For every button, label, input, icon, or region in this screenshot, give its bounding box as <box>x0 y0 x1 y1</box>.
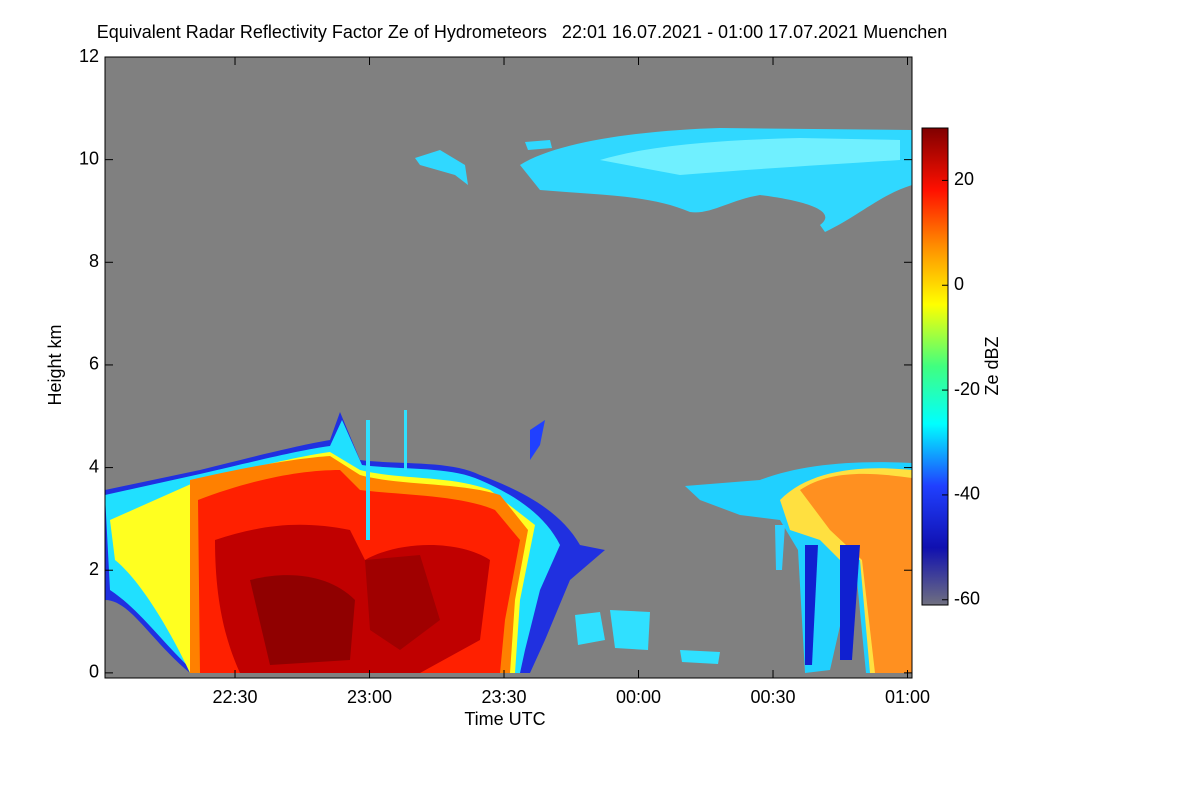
colorbar-label: Ze dBZ <box>982 336 1002 395</box>
y-tick-label: 10 <box>79 148 99 168</box>
colorbar-tick-label: -40 <box>954 484 980 504</box>
y-tick-label: 8 <box>89 251 99 271</box>
x-tick-label: 00:30 <box>750 687 795 707</box>
y-tick-label: 6 <box>89 354 99 374</box>
colorbar <box>921 127 949 606</box>
reflectivity-field <box>105 57 912 678</box>
chart-title: Equivalent Radar Reflectivity Factor Ze … <box>97 22 948 42</box>
colorbar-tick-label: -20 <box>954 379 980 399</box>
x-tick-label: 22:30 <box>212 687 257 707</box>
x-tick-label: 01:00 <box>885 687 930 707</box>
colorbar-tick-label: 0 <box>954 274 964 294</box>
y-tick-label: 4 <box>89 456 99 476</box>
x-tick-label: 23:30 <box>481 687 526 707</box>
plot-frame <box>104 56 913 679</box>
y-axis-label: Height km <box>45 324 65 405</box>
y-tick-label: 12 <box>79 46 99 66</box>
y-tick-label: 2 <box>89 559 99 579</box>
x-axis-label: Time UTC <box>464 709 545 729</box>
x-tick-label: 00:00 <box>616 687 661 707</box>
y-tick-label: 0 <box>89 662 99 682</box>
x-tick-label: 23:00 <box>347 687 392 707</box>
colorbar-tick-label: -60 <box>954 589 980 609</box>
colorbar-tick-label: 20 <box>954 169 974 189</box>
